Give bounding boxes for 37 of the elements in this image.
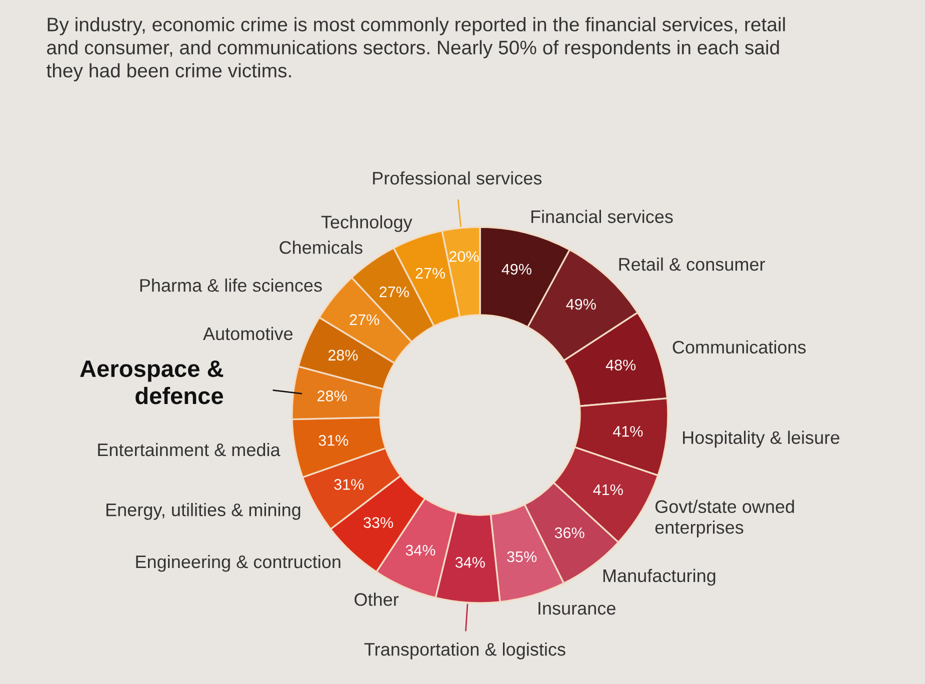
data-label: 27% — [380, 286, 409, 298]
data-label: 20% — [449, 251, 479, 262]
slice-label: Insurance — [538, 602, 616, 615]
data-label: 27% — [416, 268, 446, 279]
slice-label: Retail & consumer — [619, 258, 765, 271]
data-label: 48% — [606, 360, 636, 370]
slice-label: Automotive — [203, 326, 293, 340]
slice-label: Manufacturing — [603, 568, 716, 586]
data-label: 27% — [350, 314, 380, 326]
slice-label: Pharma & life sciences — [140, 278, 322, 292]
slice-label: Entertainment & media — [98, 442, 280, 456]
slice-label: Hospitality & leisure — [683, 430, 840, 448]
data-label: 28% — [318, 390, 347, 402]
slice-label: Transportation & logistics — [364, 642, 566, 660]
slice-label: Govt/state owned enterprises — [655, 500, 794, 538]
data-label: 49% — [502, 264, 532, 275]
slice-label: Other — [354, 592, 399, 606]
slice-label: Technology — [321, 215, 412, 232]
chart-title: By industry, economic crime is most commonly reported in the financial services, retail and consumer, and communications sectors. Nearly 50% of respondents in each said they had been crime victims. — [46, 17, 785, 82]
data-label: 36% — [554, 527, 584, 538]
slice-label: Communications — [672, 340, 806, 354]
data-label: 34% — [406, 544, 436, 556]
data-label: 41% — [613, 426, 643, 437]
data-label: 34% — [455, 556, 485, 568]
slice-label: Chemicals — [280, 240, 362, 254]
data-label: 33% — [364, 517, 394, 528]
slice-label: Professional services — [373, 171, 542, 185]
slice-label: Aerospace & defence — [80, 360, 224, 404]
data-label: 28% — [328, 350, 358, 361]
data-label: 41% — [593, 484, 623, 496]
slice-label: Engineering & contruction — [136, 554, 340, 572]
slice-label: Financial services — [531, 210, 673, 224]
slice-label: Energy, utilities & mining — [106, 502, 300, 520]
data-label: 49% — [566, 298, 596, 310]
data-label: 31% — [318, 434, 348, 446]
data-label: 35% — [507, 551, 537, 562]
data-label: 31% — [334, 479, 364, 490]
